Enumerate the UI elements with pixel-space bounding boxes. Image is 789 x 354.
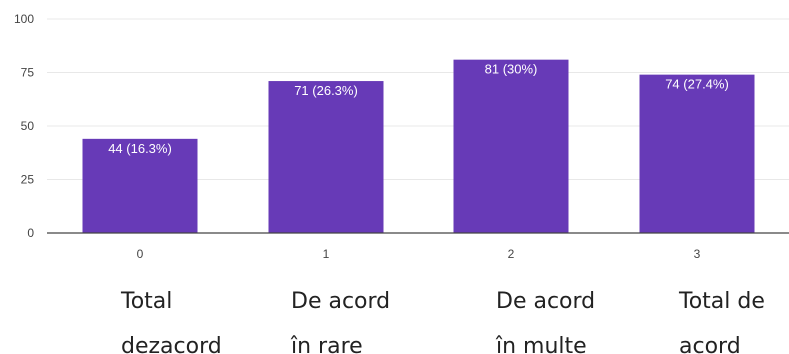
category-description-label: De acord (496, 289, 595, 314)
y-tick-label: 25 (21, 173, 35, 187)
category-description-label: De acord (291, 289, 390, 314)
category-description-label: în multe (495, 334, 587, 354)
x-tick-label: 1 (323, 247, 330, 261)
bar (453, 59, 569, 233)
y-tick-label: 75 (21, 66, 35, 80)
x-tick-label: 0 (137, 247, 144, 261)
category-description-label: acord (679, 334, 741, 354)
bar-data-label: 81 (30%) (485, 62, 538, 77)
bar (639, 74, 755, 233)
category-description-label: în rare (290, 334, 363, 354)
y-tick-label: 50 (21, 119, 35, 133)
x-tick-label: 2 (508, 247, 515, 261)
y-tick-label: 0 (27, 226, 34, 240)
bar (82, 138, 198, 233)
y-tick-label: 100 (14, 12, 34, 26)
category-description-label: dezacord (121, 334, 222, 354)
bar-data-label: 44 (16.3%) (108, 141, 172, 156)
category-description-label: Total de (678, 289, 765, 314)
bar (268, 81, 384, 233)
x-tick-label: 3 (694, 247, 701, 261)
category-description-label: Total (120, 289, 172, 314)
bar-data-label: 71 (26.3%) (294, 83, 358, 98)
bar-data-label: 74 (27.4%) (665, 77, 729, 92)
